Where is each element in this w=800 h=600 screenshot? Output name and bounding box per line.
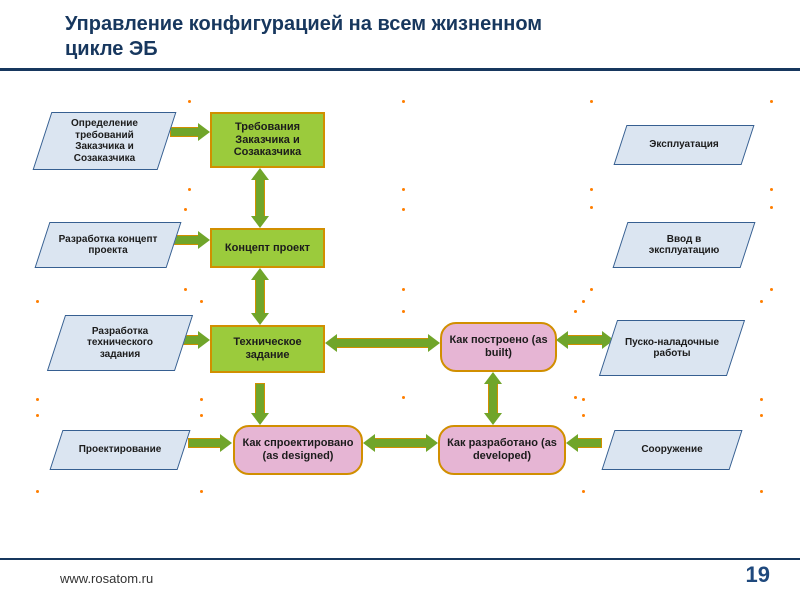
title-underline [0, 68, 800, 71]
anchor-dot [184, 288, 187, 291]
para-design: Проектирование [56, 430, 184, 470]
arrow-a11 [566, 433, 612, 453]
slide-number: 19 [746, 562, 770, 588]
anchor-dot [760, 414, 763, 417]
para-exploit: Эксплуатация [620, 125, 748, 165]
anchor-dot [582, 490, 585, 493]
anchor-dot [590, 288, 593, 291]
para-commission: Ввод в эксплуатацию [620, 222, 748, 268]
anchor-dot [770, 206, 773, 209]
anchor-dot [770, 100, 773, 103]
box-tech_spec: Техническое задание [210, 325, 325, 373]
anchor-dot [36, 398, 39, 401]
anchor-dot [184, 208, 187, 211]
arrow-a6 [250, 268, 270, 325]
para-startup: Пуско-наладочные работы [608, 320, 736, 376]
anchor-dot [582, 398, 585, 401]
box-as_developed: Как разработано (as developed) [438, 425, 566, 475]
arrow-a7 [250, 373, 270, 425]
box-as_designed: Как спроектировано (as designed) [233, 425, 363, 475]
anchor-dot [200, 300, 203, 303]
para-dev_techspec: Разработка технического задания [56, 315, 184, 371]
anchor-dot [590, 206, 593, 209]
arrow-a8 [325, 333, 440, 353]
anchor-dot [760, 490, 763, 493]
box-as_built: Как построено (as built) [440, 322, 557, 372]
footer-line [0, 558, 800, 560]
anchor-dot [770, 288, 773, 291]
anchor-dot [200, 490, 203, 493]
slide: { "meta": { "title": "Управление конфигу… [0, 0, 800, 600]
footer-url: www.rosatom.ru [60, 571, 153, 586]
anchor-dot [188, 188, 191, 191]
anchor-dot [582, 414, 585, 417]
anchor-dot [590, 100, 593, 103]
anchor-dot [36, 414, 39, 417]
anchor-dot [402, 288, 405, 291]
arrow-a12 [556, 330, 614, 350]
para-dev_concept: Разработка концепт проекта [42, 222, 174, 268]
slide-title: Управление конфигурацией на всем жизненн… [65, 12, 565, 62]
anchor-dot [402, 310, 405, 313]
anchor-dot [574, 310, 577, 313]
anchor-dot [402, 188, 405, 191]
para-construct: Сооружение [608, 430, 736, 470]
anchor-dot [200, 414, 203, 417]
arrow-a5 [250, 168, 270, 228]
anchor-dot [402, 208, 405, 211]
box-concept: Концепт проект [210, 228, 325, 268]
anchor-dot [590, 188, 593, 191]
anchor-dot [770, 188, 773, 191]
anchor-dot [402, 396, 405, 399]
para-define_req: Определение требований Заказчика и Созак… [42, 112, 167, 170]
anchor-dot [760, 398, 763, 401]
box-req_customer: Требования Заказчика и Созаказчика [210, 112, 325, 168]
arrow-a9 [363, 433, 438, 453]
anchor-dot [36, 490, 39, 493]
anchor-dot [574, 396, 577, 399]
anchor-dot [582, 300, 585, 303]
anchor-dot [760, 300, 763, 303]
arrow-a10 [483, 372, 503, 425]
anchor-dot [402, 100, 405, 103]
anchor-dot [36, 300, 39, 303]
anchor-dot [188, 100, 191, 103]
anchor-dot [200, 398, 203, 401]
